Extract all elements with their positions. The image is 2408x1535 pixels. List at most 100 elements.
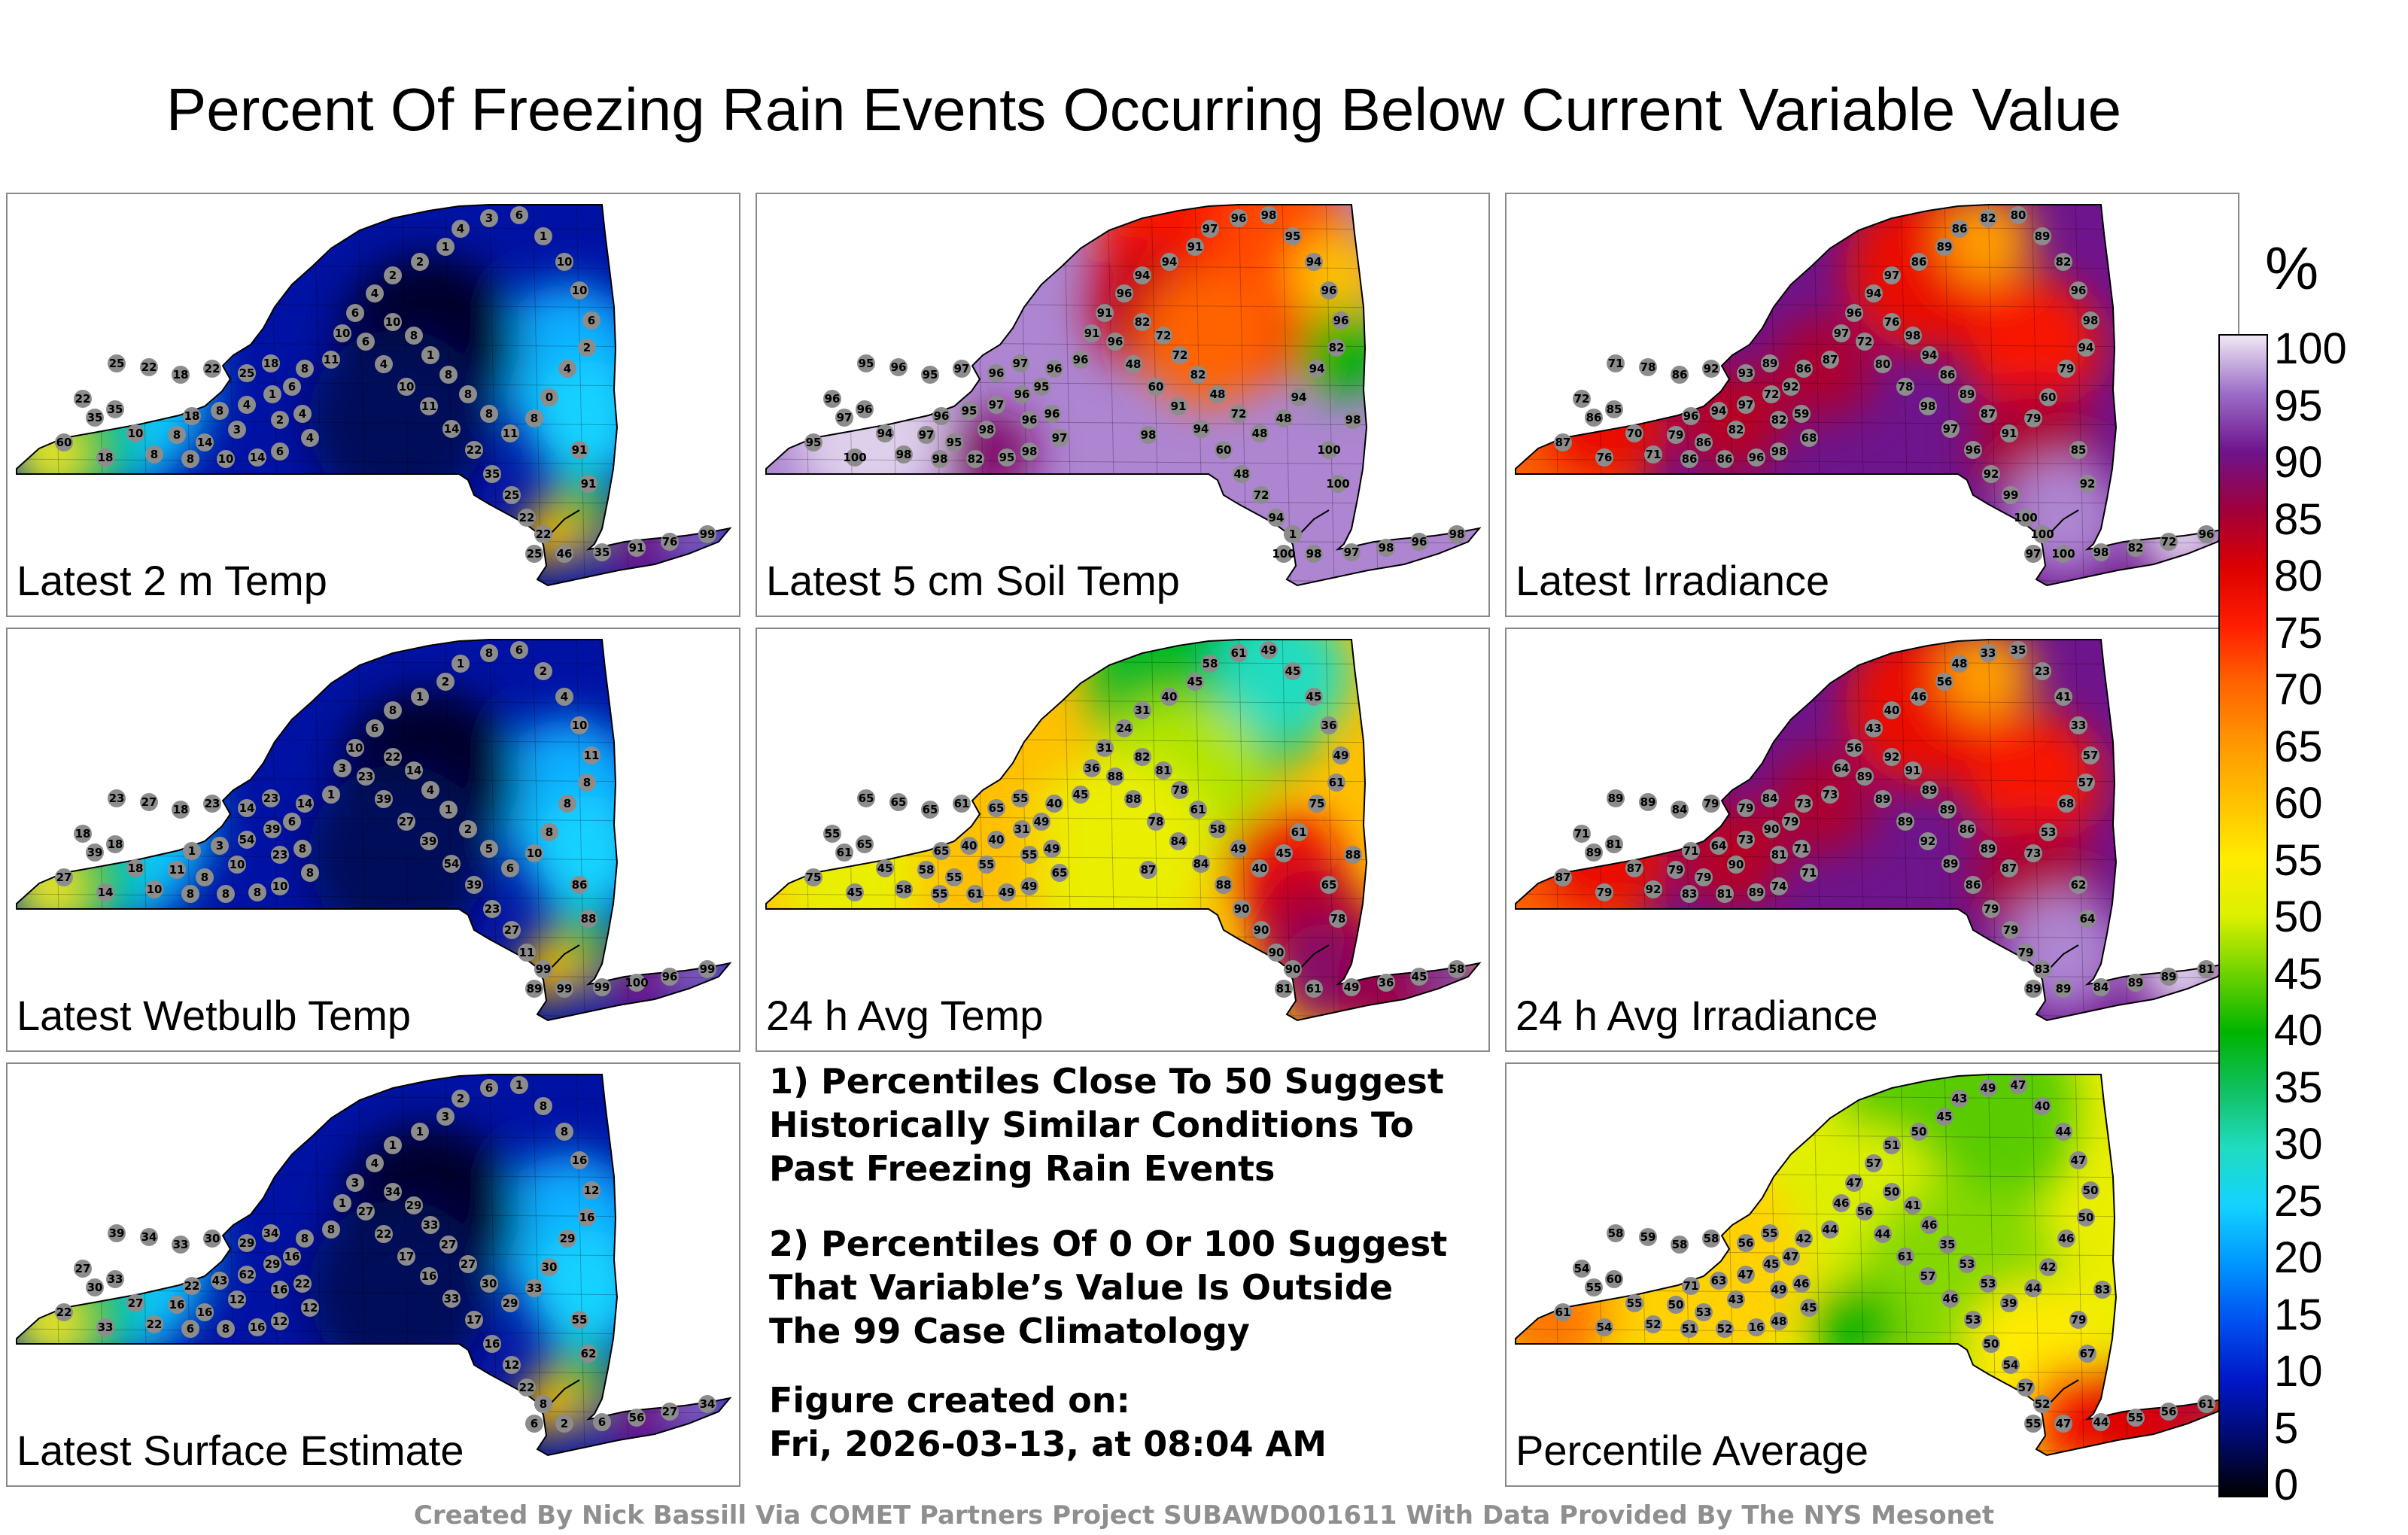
station-value: 46 [1834,1196,1850,1210]
station-value: 55 [947,871,962,884]
station-marker: 18 [172,366,190,384]
station-marker: 94 [1133,266,1151,284]
station-marker: 52 [2033,1395,2051,1413]
station-marker: 61 [1230,644,1248,662]
station-marker: 89 [1935,238,1953,256]
station-marker: 88 [579,910,597,928]
station-value: 1 [389,1138,397,1152]
station-marker: 64 [1832,759,1850,777]
station-value: 48 [1234,467,1250,481]
station-value: 8 [327,1223,335,1236]
station-marker: 87 [1554,868,1572,886]
station-marker: 27 [397,813,415,831]
station-value: 96 [1231,211,1247,225]
station-marker: 33 [525,1279,543,1297]
station-marker: 30 [86,1278,104,1296]
panel-latest-5cm-soil-temp: 95 96 95 97 96 97 95 97 96 96 94 100 98 97 95 96 95 97 96 9… [756,193,1490,617]
station-marker: 60 [1215,441,1233,459]
station-value: 45 [1276,847,1292,860]
station-value: 78 [1898,380,1914,394]
station-marker: 53 [1695,1303,1713,1321]
station-marker: 97 [917,426,935,444]
station-value: 100 [625,976,648,989]
station-value: 58 [919,863,935,877]
station-marker: 61 [1305,980,1323,998]
station-value: 86 [1682,452,1698,466]
station-marker: 8 [540,823,558,841]
station-marker: 79 [1667,861,1685,879]
station-value: 40 [1252,862,1268,875]
station-value: 58 [1704,1232,1719,1245]
station-value: 55 [825,827,841,840]
station-marker: 8 [296,360,314,378]
station-value: 17 [399,1250,415,1263]
station-marker: 2 [578,339,596,357]
station-marker: 12 [228,1290,246,1309]
station-marker: 4 [301,429,319,447]
station-marker: 75 [804,868,822,886]
station-value: 96 [662,970,678,983]
station-marker: 39 [108,1224,126,1242]
station-marker: 1 [451,655,470,673]
station-value: 34 [385,1185,401,1199]
station-value: 23 [272,848,288,862]
station-marker: 48 [1233,465,1251,483]
station-value: 65 [989,801,1005,815]
station-marker: 49 [1332,746,1350,764]
station-value: 48 [1952,657,1968,670]
station-value: 1 [540,229,547,243]
station-marker: 48 [1275,409,1293,427]
station-value: 71 [1574,827,1590,840]
station-marker: 12 [582,1181,600,1199]
station-value: 60 [2041,391,2057,404]
station-value: 27 [662,1405,678,1418]
station-marker: 90 [1727,856,1745,874]
station-value: 94 [1162,255,1178,269]
station-marker: 17 [465,1311,483,1329]
station-marker: 58 [1201,655,1219,673]
station-value: 89 [1960,388,1975,401]
station-marker: 99 [593,978,611,996]
station-marker: 3 [346,1174,364,1192]
station-value: 4 [299,407,306,421]
station-value: 94 [1866,287,1882,300]
station-value: 98 [1771,445,1787,458]
colorbar-tick-label: 85 [2274,494,2323,544]
station-value: 82 [968,452,984,466]
station-marker: 8 [555,1123,573,1141]
station-value: 29 [265,1257,281,1271]
station-marker: 92 [1883,748,1901,766]
station-marker: 35 [86,409,104,427]
station-marker: 22 [145,1315,163,1333]
station-marker: 49 [1043,840,1061,858]
station-value: 83 [2095,1283,2111,1296]
station-marker: 96 [1013,385,1031,403]
station-marker: 78 [1639,358,1657,376]
station-marker: 10 [217,450,235,468]
station-value: 96 [1966,443,1981,457]
station-value: 40 [1884,704,1900,717]
station-value: 92 [1884,750,1900,764]
station-value: 30 [87,1281,103,1294]
station-marker: 2 [271,411,289,429]
station-value: 86 [1911,255,1927,269]
station-value: 91 [1084,327,1100,340]
station-value: 27 [399,815,415,828]
station-marker: 58 [917,861,935,879]
station-value: 92 [1984,467,1999,481]
station-value: 99 [536,962,552,976]
station-value: 12 [303,1301,318,1315]
station-marker: 45 [1072,786,1090,804]
station-value: 79 [1597,886,1613,899]
station-marker: 82 [1133,313,1151,331]
station-value: 98 [932,452,948,466]
station-marker: 24 [1115,719,1133,737]
station-marker: 33 [2069,716,2087,734]
station-marker: 98 [2092,543,2110,561]
station-value: 8 [301,362,309,375]
station-value: 95 [923,368,938,381]
station-value: 72 [1231,407,1247,421]
station-marker: 96 [1747,448,1765,467]
station-value: 72 [1764,388,1780,401]
station-value: 43 [1866,722,1882,735]
